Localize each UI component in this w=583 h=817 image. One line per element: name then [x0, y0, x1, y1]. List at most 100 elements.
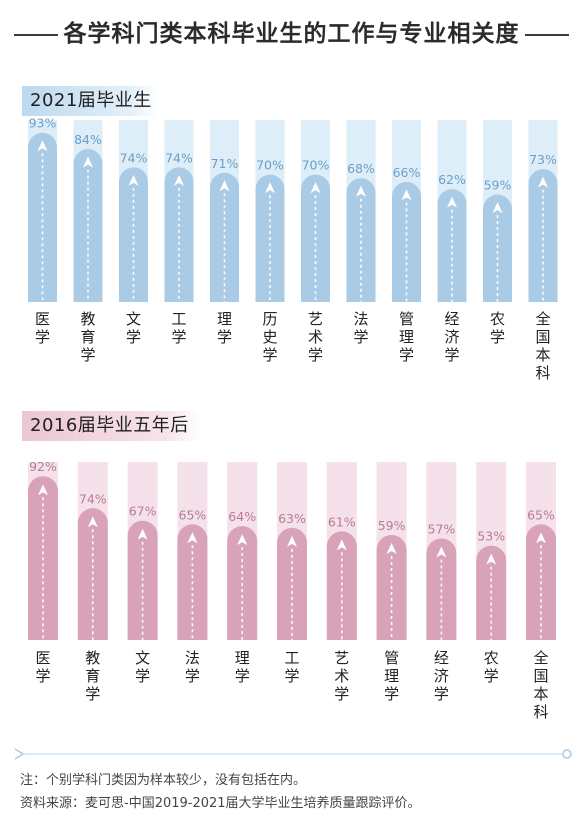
data-label: 84% [74, 132, 102, 147]
category-label: 工学 [284, 649, 299, 685]
bar-group: 66% 管理学 [392, 120, 421, 364]
bar-group: 74% 工学 [164, 120, 194, 346]
category-label: 管理学 [399, 310, 414, 364]
bar-group: 65% 全国本科 [526, 462, 556, 721]
category-label: 法学 [353, 310, 368, 346]
bar [392, 181, 421, 302]
data-label: 71% [211, 156, 239, 171]
bar-group: 65% 法学 [177, 462, 208, 685]
category-label: 文学 [126, 310, 141, 346]
data-label: 93% [29, 116, 57, 131]
category-label: 医学 [35, 649, 50, 685]
data-label: 74% [79, 491, 107, 506]
bar-group: 93% 医学 [28, 116, 57, 346]
data-label: 65% [179, 507, 207, 522]
bar-group: 68% 法学 [346, 120, 376, 346]
bar-group: 92% 医学 [28, 459, 58, 685]
arrow-icon [87, 516, 98, 528]
arrow-icon [310, 182, 321, 194]
bar-group: 53% 农学 [476, 462, 507, 685]
bar-group: 74% 文学 [119, 120, 148, 346]
data-label: 73% [529, 152, 557, 167]
data-label: 70% [256, 158, 284, 173]
bar-group: 62% 经济学 [437, 120, 467, 364]
category-label: 管理学 [384, 649, 399, 703]
arrow-icon [38, 484, 48, 496]
chart-title: 各学科门类本科毕业生的工作与专业相关度 [58, 12, 525, 56]
section-title-2016: 2016届毕业五年后 [22, 411, 200, 441]
bar [28, 132, 57, 302]
bar [528, 169, 558, 302]
data-label: 62% [438, 172, 466, 187]
bar [227, 526, 258, 640]
bar [326, 531, 357, 640]
data-label: 70% [302, 158, 330, 173]
data-label: 53% [477, 529, 505, 544]
bar-group: 67% 文学 [127, 462, 158, 685]
arrow-icon [356, 185, 366, 197]
bar [277, 527, 307, 640]
bar-group: 63% 工学 [277, 462, 307, 685]
data-label: 74% [120, 150, 148, 165]
category-label: 理学 [235, 649, 250, 685]
category-label: 教育学 [80, 310, 95, 364]
arrow-icon [536, 532, 546, 544]
data-label: 92% [29, 459, 57, 474]
arrow-icon [386, 542, 397, 554]
data-label: 61% [328, 514, 356, 529]
data-label: 74% [165, 150, 193, 165]
bar [426, 538, 457, 640]
bar [437, 189, 467, 302]
data-label: 66% [393, 165, 421, 180]
category-label: 文学 [135, 649, 150, 685]
category-label: 医学 [35, 310, 50, 346]
category-label: 经济学 [434, 649, 449, 703]
arrow-icon [486, 553, 497, 565]
arrow-icon [538, 176, 548, 188]
bar [119, 167, 148, 302]
category-label: 经济学 [444, 310, 459, 364]
footnote: 注：个别学科门类因为样本较少，没有包括在内。 [20, 773, 307, 788]
category-label: 历史学 [262, 310, 277, 364]
arrow-icon [447, 196, 457, 208]
arrow-icon [128, 174, 139, 186]
category-label: 全国本科 [533, 649, 548, 721]
data-label: 64% [228, 509, 256, 524]
bar-charts: 93% 医学 84% 教育学 74% 文学 74% 工学 71% 理学 70% 历史学 70% 艺术学 68… [28, 116, 558, 721]
divider-line [14, 748, 572, 760]
data-label: 68% [347, 161, 375, 176]
category-label: 艺术学 [308, 310, 323, 364]
title-area: 各学科门类本科毕业生的工作与专业相关度 [0, 12, 583, 56]
bar [346, 178, 376, 302]
section-title-2021: 2021届毕业生 [22, 86, 158, 116]
data-label: 57% [428, 522, 456, 537]
bar-group: 73% 全国本科 [528, 120, 558, 382]
category-label: 艺术学 [334, 649, 349, 703]
arrow-icon [83, 156, 93, 168]
bar-group: 64% 理学 [227, 462, 258, 685]
category-label: 农学 [490, 310, 505, 346]
bar-group: 74% 教育学 [77, 462, 108, 703]
bar-group: 71% 理学 [210, 120, 239, 346]
data-label: 65% [527, 507, 555, 522]
data-label: 67% [129, 504, 157, 519]
arrow-icon [492, 202, 503, 214]
category-label: 全国本科 [535, 310, 550, 382]
category-label: 农学 [484, 649, 499, 685]
arrow-icon [219, 180, 230, 192]
data-label: 59% [378, 518, 406, 533]
bar-group: 84% 教育学 [73, 120, 103, 364]
category-label: 教育学 [85, 649, 100, 703]
arrow-icon [174, 174, 184, 186]
arrow-icon [287, 535, 297, 547]
bar-group: 70% 历史学 [255, 120, 285, 364]
bar [164, 167, 194, 302]
arrow-icon [336, 539, 347, 551]
bar-group: 70% 艺术学 [301, 120, 330, 364]
arrow-icon [436, 546, 447, 558]
bar [483, 194, 512, 302]
bar-group: 59% 管理学 [376, 462, 407, 703]
bar-group: 57% 经济学 [426, 462, 457, 703]
arrow-icon [37, 140, 48, 152]
arrow-icon [401, 189, 412, 201]
